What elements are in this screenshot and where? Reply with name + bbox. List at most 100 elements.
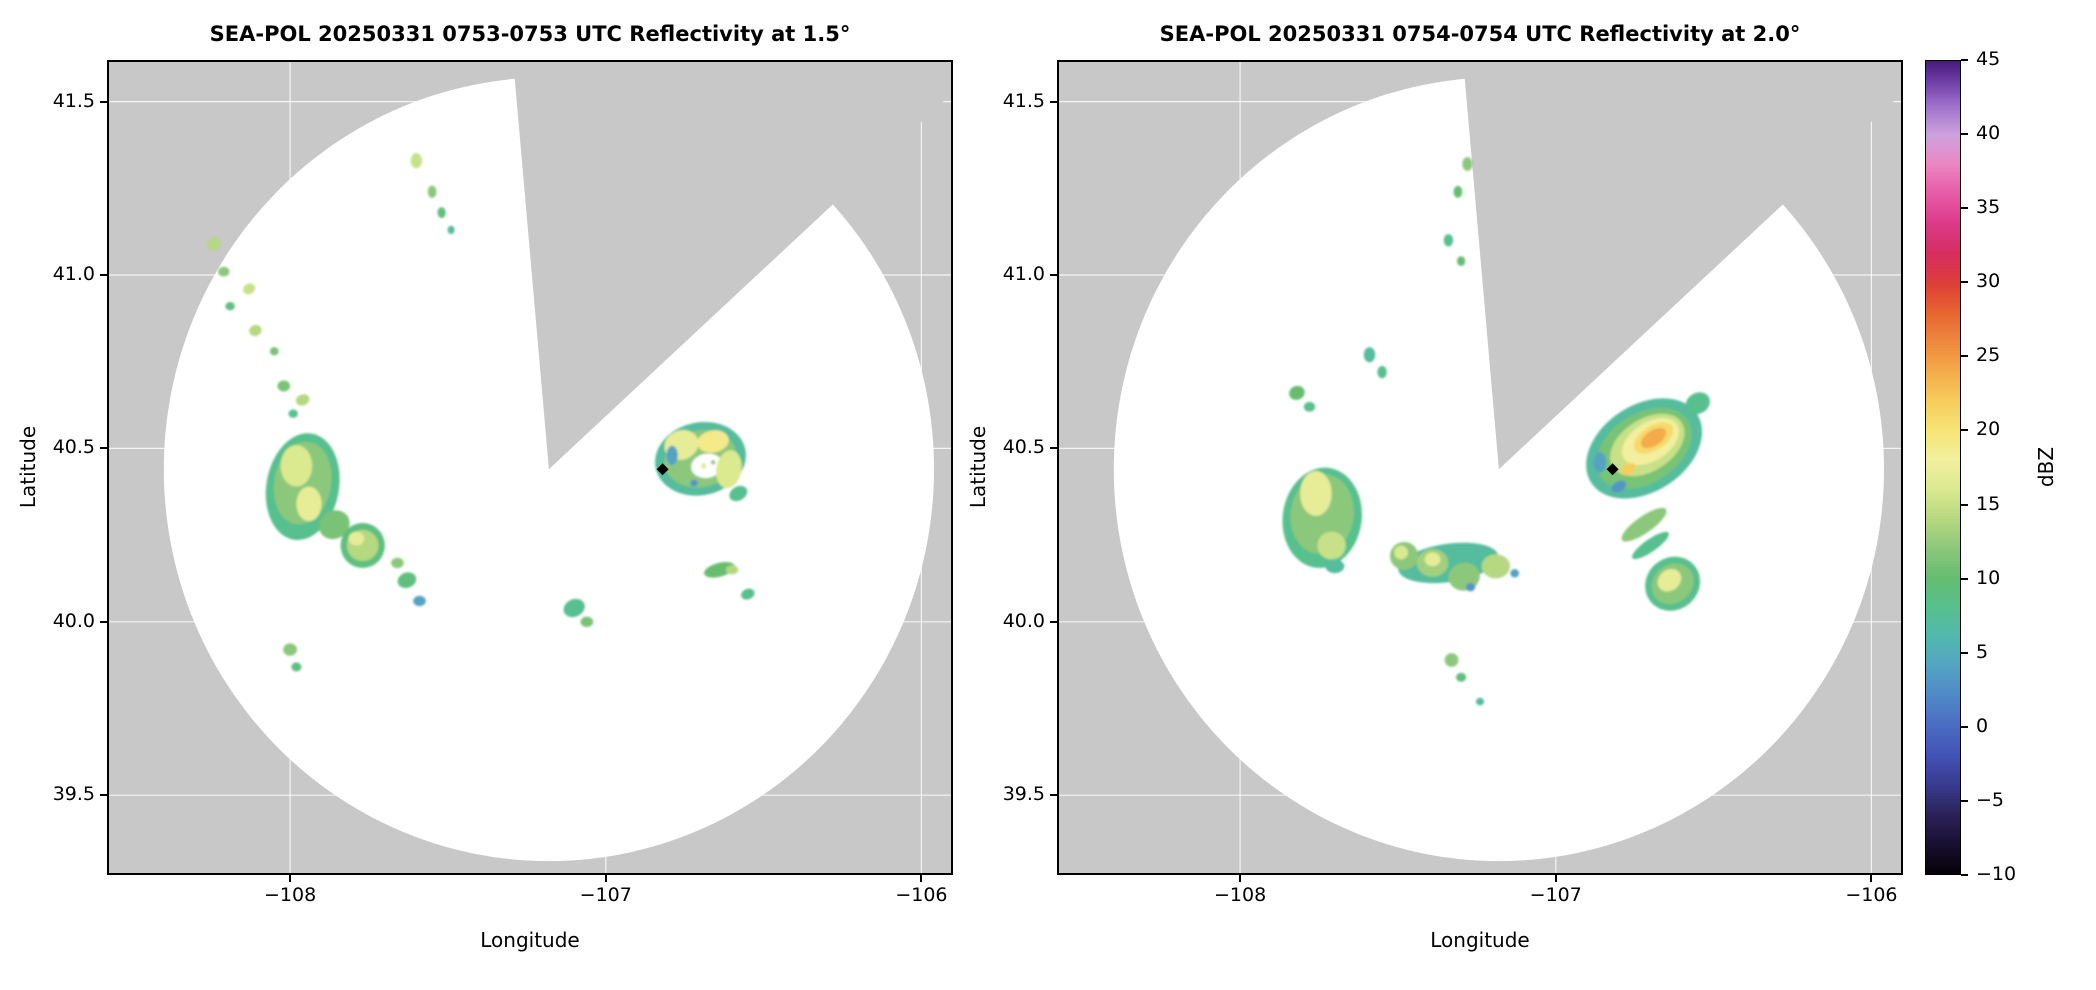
reflectivity-echo bbox=[725, 565, 739, 575]
reflectivity-echo bbox=[580, 616, 594, 627]
colorbar-tick-mark bbox=[1961, 59, 1968, 61]
reflectivity-echo bbox=[1462, 157, 1473, 171]
reflectivity-echo bbox=[1456, 672, 1467, 682]
colorbar-tick-label: 0 bbox=[1976, 714, 1989, 737]
colorbar-tick-label: 30 bbox=[1976, 270, 2001, 293]
x-axis-label: Longitude bbox=[480, 928, 580, 952]
colorbar-tick-mark bbox=[1961, 133, 1968, 136]
x-tick-label: −106 bbox=[1845, 884, 1898, 906]
colorbar-tick-label: 5 bbox=[1976, 640, 1989, 663]
y-tick-mark bbox=[100, 447, 107, 450]
x-tick-label: −108 bbox=[263, 884, 317, 906]
echo-layer bbox=[1282, 157, 1710, 706]
reflectivity-echo bbox=[348, 531, 365, 546]
reflectivity-echo bbox=[701, 463, 707, 469]
y-tick-label: 41.5 bbox=[52, 89, 95, 112]
reflectivity-echo bbox=[704, 561, 735, 578]
colorbar-tick-label: 45 bbox=[1976, 48, 2001, 70]
y-tick-label: 41.0 bbox=[52, 263, 95, 286]
x-tick-label: −108 bbox=[1213, 884, 1267, 906]
y-tick-mark bbox=[100, 274, 107, 277]
colorbar-tick-label: −5 bbox=[1976, 788, 2005, 811]
panel-title: SEA-POL 20250331 0754-0754 UTC Reflectiv… bbox=[1159, 22, 1801, 46]
y-tick-label: 40.0 bbox=[1002, 609, 1045, 632]
reflectivity-echo bbox=[277, 380, 291, 392]
site-marker-diamond bbox=[656, 463, 669, 476]
reflectivity-echo bbox=[697, 430, 729, 453]
reflectivity-echo bbox=[291, 662, 302, 672]
reflectivity-echo bbox=[1685, 392, 1710, 415]
y-tick-label: 40.5 bbox=[52, 436, 95, 459]
y-tick-mark bbox=[1050, 447, 1057, 450]
reflectivity-echo bbox=[1621, 463, 1636, 476]
reflectivity-echo bbox=[447, 225, 455, 235]
blocked-sector bbox=[1463, 60, 1903, 470]
reflectivity-echo bbox=[1481, 554, 1510, 579]
plot-area bbox=[1057, 60, 1903, 875]
reflectivity-echo bbox=[1453, 185, 1463, 198]
reflectivity-echo bbox=[1457, 256, 1466, 266]
y-tick-label: 40.0 bbox=[52, 609, 95, 632]
x-tick-mark bbox=[604, 875, 607, 882]
plot-border bbox=[1057, 60, 1903, 875]
reflectivity-echo bbox=[391, 557, 404, 569]
site-marker-diamond bbox=[1606, 463, 1619, 476]
colorbar-tick-label: 20 bbox=[1976, 418, 2001, 441]
reflectivity-echo bbox=[283, 643, 297, 656]
reflectivity-echo bbox=[318, 510, 350, 540]
reflectivity-echo bbox=[413, 595, 426, 607]
reflectivity-echo bbox=[295, 394, 310, 406]
y-tick-mark bbox=[1050, 620, 1057, 623]
plot-area bbox=[107, 60, 953, 875]
x-axis-label: Longitude bbox=[1430, 928, 1530, 952]
x-tick-label: −107 bbox=[579, 884, 632, 906]
reflectivity-echo bbox=[690, 479, 698, 487]
reflectivity-echo bbox=[1444, 653, 1459, 667]
colorbar-unit-label: dBZ bbox=[2034, 446, 2058, 488]
y-tick-label: 40.5 bbox=[1002, 436, 1045, 459]
reflectivity-echo bbox=[1363, 347, 1376, 363]
reflectivity-echo bbox=[1317, 531, 1346, 560]
reflectivity-echo bbox=[410, 153, 423, 169]
reflectivity-echo bbox=[269, 347, 279, 356]
colorbar-tick-label: 35 bbox=[1976, 196, 2001, 219]
reflectivity-echo bbox=[1475, 697, 1485, 706]
reflectivity-echo bbox=[1300, 471, 1332, 516]
y-tick-label: 41.0 bbox=[1002, 263, 1045, 286]
x-tick-mark bbox=[1239, 875, 1242, 882]
reflectivity-echo bbox=[249, 324, 262, 337]
y-tick-label: 39.5 bbox=[52, 783, 95, 806]
colorbar-tick-label: 15 bbox=[1976, 492, 2001, 515]
reflectivity-echo bbox=[397, 572, 417, 589]
colorbar-gradient bbox=[1925, 60, 1961, 875]
reflectivity-echo bbox=[716, 450, 742, 489]
reflectivity-echo bbox=[729, 485, 748, 502]
reflectivity-echo bbox=[1289, 385, 1305, 400]
plot-border bbox=[107, 60, 953, 875]
colorbar-tick-mark bbox=[1961, 651, 1968, 654]
reflectivity-echo bbox=[1424, 552, 1441, 567]
colorbar-tick-label: 10 bbox=[1976, 566, 2001, 589]
colorbar-tick-mark bbox=[1961, 799, 1968, 802]
reflectivity-echo bbox=[207, 237, 221, 251]
reflectivity-echo bbox=[1621, 507, 1667, 542]
reflectivity-echo bbox=[225, 302, 235, 311]
reflectivity-echo bbox=[1640, 427, 1667, 449]
colorbar-tick-label: 25 bbox=[1976, 344, 2001, 367]
reflectivity-echo bbox=[563, 598, 585, 618]
colorbar-tick-mark bbox=[1961, 874, 1968, 876]
reflectivity-echo bbox=[666, 445, 678, 466]
y-tick-label: 41.5 bbox=[1002, 89, 1045, 112]
x-tick-mark bbox=[1870, 875, 1873, 882]
panel-title: SEA-POL 20250331 0753-0753 UTC Reflectiv… bbox=[209, 22, 851, 46]
colorbar-tick-mark bbox=[1961, 503, 1968, 506]
y-tick-mark bbox=[1050, 274, 1057, 277]
x-tick-label: −106 bbox=[895, 884, 948, 906]
y-tick-label: 39.5 bbox=[1002, 783, 1045, 806]
reflectivity-echo bbox=[243, 283, 256, 295]
y-tick-mark bbox=[100, 794, 107, 797]
reflectivity-echo bbox=[218, 266, 230, 277]
radar-panel-right: SEA-POL 20250331 0754-0754 UTC Reflectiv… bbox=[950, 0, 1960, 990]
echo-layer bbox=[207, 153, 755, 672]
y-tick-mark bbox=[100, 620, 107, 623]
